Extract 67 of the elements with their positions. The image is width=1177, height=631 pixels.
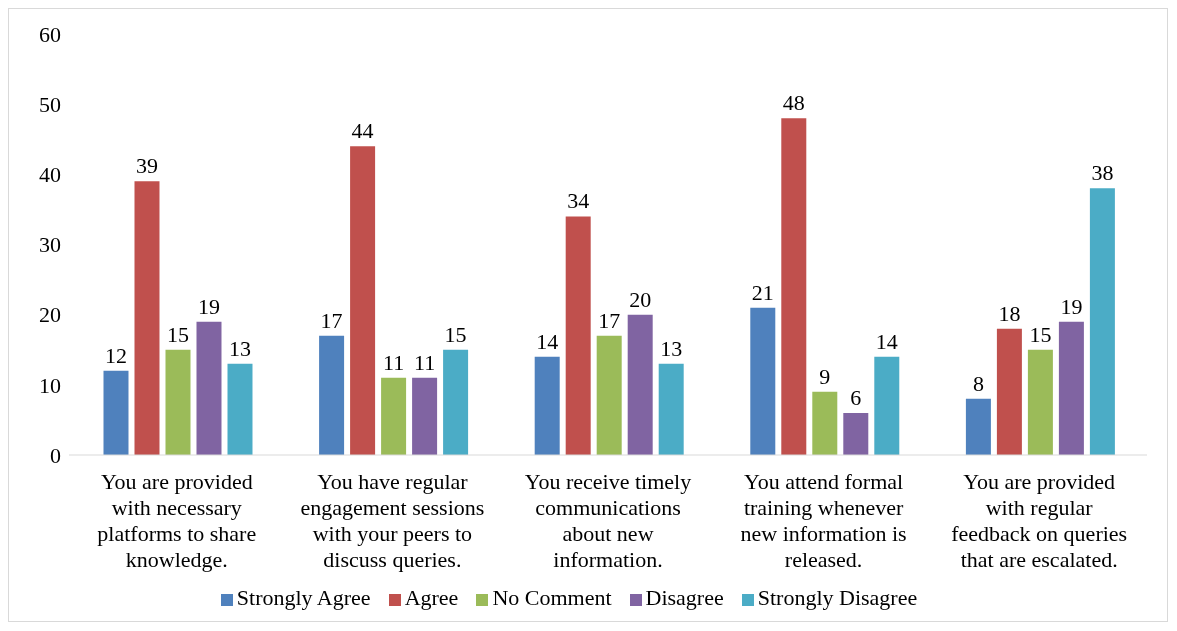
data-label: 15 [167, 321, 189, 347]
y-tick-label: 0 [50, 442, 61, 468]
data-label: 6 [850, 384, 862, 410]
data-label: 9 [819, 363, 831, 389]
bar [227, 363, 253, 455]
data-label: 11 [383, 349, 405, 375]
legend-label: Disagree [645, 585, 724, 610]
data-label: 15 [1029, 321, 1052, 347]
bar [874, 356, 900, 455]
bar [165, 349, 191, 455]
bar [596, 335, 622, 455]
data-label: 17 [598, 307, 621, 333]
data-label: 19 [1060, 293, 1083, 319]
bar [781, 118, 807, 455]
data-label: 15 [444, 321, 467, 347]
bar [134, 181, 160, 455]
data-label: 21 [751, 279, 774, 305]
bar [1089, 188, 1115, 455]
bar [658, 363, 684, 455]
bar [103, 370, 129, 455]
bar [1058, 321, 1084, 455]
bar [196, 321, 222, 455]
legend-label: Agree [404, 585, 459, 610]
bar [319, 335, 345, 455]
data-label: 13 [660, 335, 683, 361]
bar [965, 398, 991, 455]
x-tick-label: You attend formal training whenever new information is released. [740, 469, 907, 572]
legend-label: Strongly Agree [236, 585, 371, 610]
bar [565, 216, 591, 455]
bar [381, 377, 407, 455]
data-label: 17 [320, 307, 343, 333]
data-label: 39 [136, 153, 158, 179]
data-label: 44 [351, 118, 374, 144]
y-tick-label: 30 [39, 232, 61, 258]
bar [534, 356, 560, 455]
data-label: 34 [567, 188, 590, 214]
data-label: 38 [1091, 160, 1114, 186]
bar [627, 314, 653, 455]
x-tick-label: You are provided with regular feedback on queries that are escalated. [951, 469, 1128, 572]
data-label: 8 [972, 370, 984, 396]
bar [996, 328, 1022, 455]
bar [843, 412, 869, 455]
y-tick-label: 20 [39, 302, 61, 328]
data-label: 14 [536, 328, 559, 354]
data-label: 13 [229, 335, 251, 361]
bar [750, 307, 776, 455]
data-label: 18 [998, 300, 1021, 326]
y-tick-label: 50 [39, 91, 61, 117]
legend-label: Strongly Disagree [757, 585, 918, 610]
bar [412, 377, 438, 455]
bar [443, 349, 469, 455]
data-label: 12 [105, 342, 127, 368]
legend-label: No Comment [492, 585, 612, 610]
bar [1027, 349, 1053, 455]
bar [812, 391, 838, 455]
y-tick-label: 40 [39, 162, 61, 188]
x-tick-label: You are provided with necessary platforms to share knowledge. [97, 469, 257, 572]
y-tick-label: 10 [39, 372, 61, 398]
data-label: 11 [414, 349, 436, 375]
data-label: 14 [875, 328, 898, 354]
y-tick-label: 60 [39, 21, 61, 47]
bar [350, 146, 376, 455]
x-tick-label: You receive timely communications about new information. [524, 469, 692, 572]
data-label: 48 [782, 90, 805, 116]
data-label: 19 [198, 293, 220, 319]
x-tick-label: You have regular engagement sessions with your peers to discuss queries. [300, 469, 485, 572]
data-label: 20 [629, 286, 652, 312]
